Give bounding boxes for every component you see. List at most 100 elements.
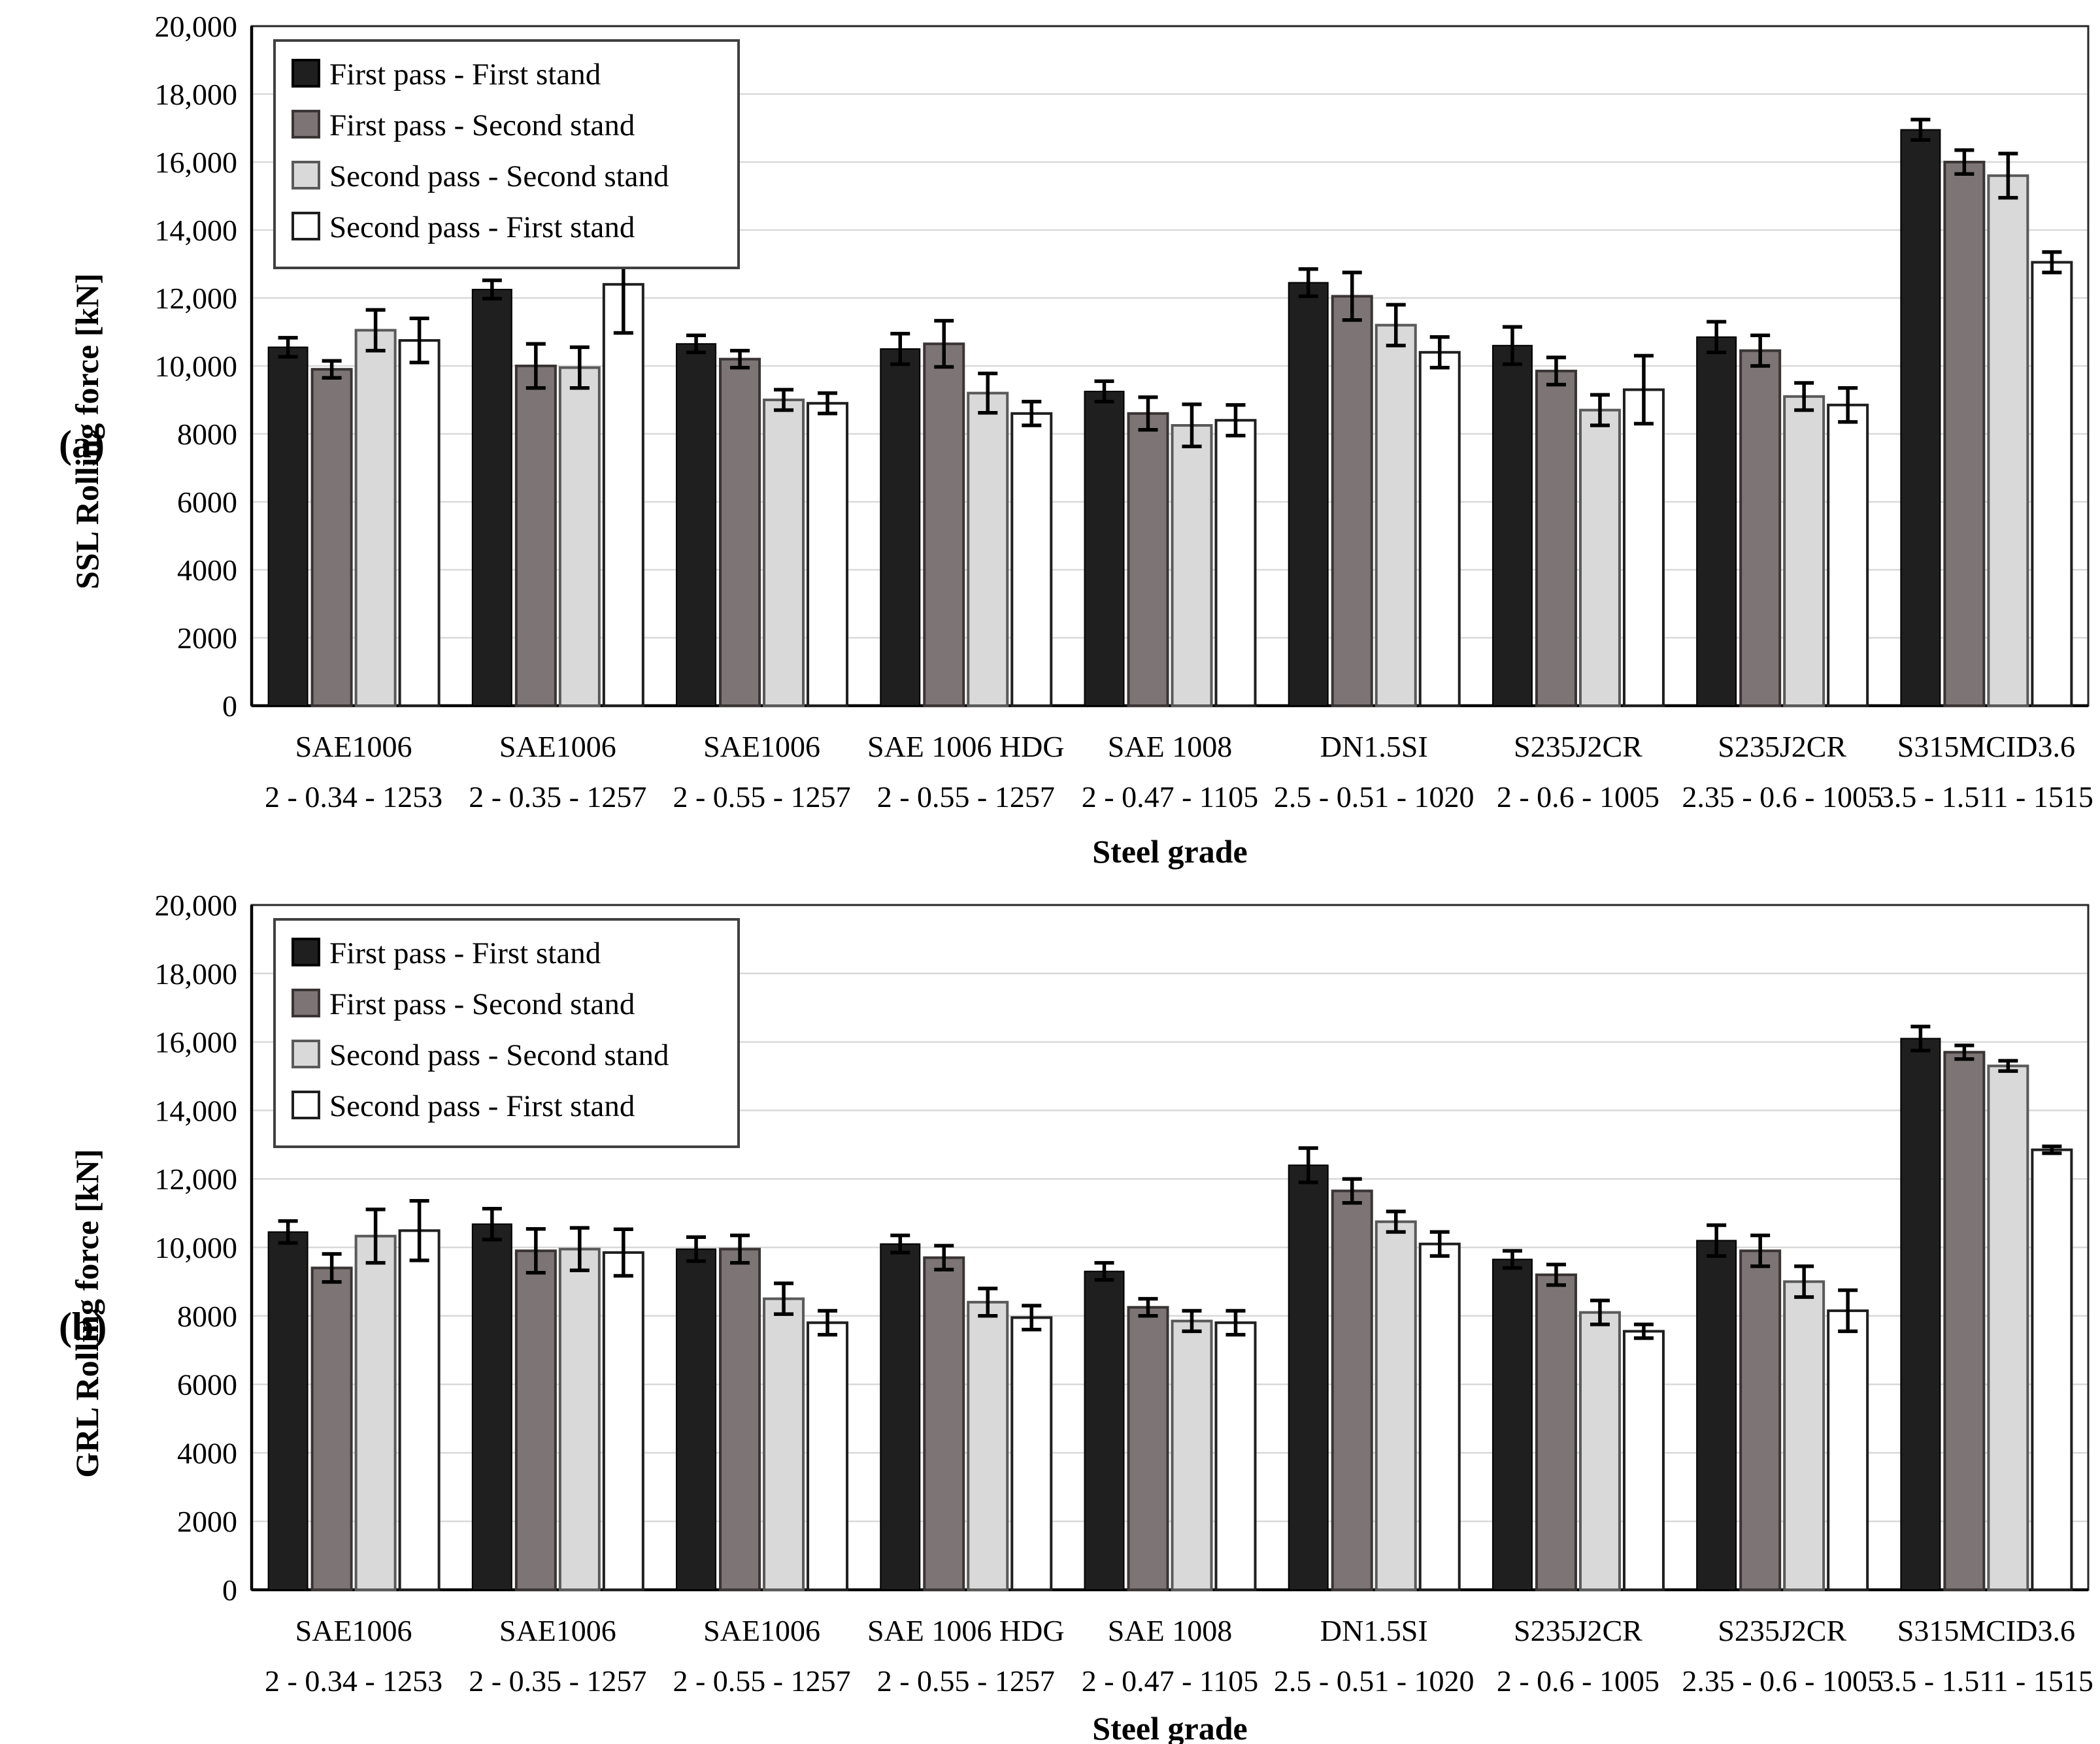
bar-series-2 [923,1256,965,1591]
category-label-line2: 2 - 0.34 - 1253 [265,1664,442,1698]
category-label-line2: 2 - 0.34 - 1253 [265,780,442,814]
category-label-line1: S315MCID3.6 [1897,1614,2075,1647]
category-label-line1: SAE1006 [703,1614,820,1647]
bar-series-3 [558,1247,601,1591]
y-tick-label: 4000 [177,1436,237,1470]
y-tick-label: 14,000 [155,1094,238,1127]
legend-swatch-3 [292,1040,320,1068]
bar-series-4 [398,339,441,707]
panel-b-y-axis-title: GRL Rolling force [kN] [69,1149,105,1477]
category-label-line2: 2.35 - 0.6 - 1005 [1682,780,1882,814]
y-tick-label: 10,000 [155,1231,238,1264]
category-label-line2: 2 - 0.55 - 1257 [877,1664,1055,1698]
bar-series-1 [676,1248,717,1590]
category-label-line2: 2 - 0.47 - 1105 [1082,1664,1258,1698]
legend-label-1: First pass - First stand [329,936,601,970]
bar-series-4 [602,1251,644,1591]
legend-label-4: Second pass - First stand [329,1089,635,1123]
category-label-line2: 2 - 0.35 - 1257 [469,780,646,814]
bar-series-3 [1171,1319,1213,1592]
bar-series-4 [1418,1242,1461,1591]
category-label-line1: S235J2CR [1718,1614,1846,1647]
category-label-line1: SAE1006 [295,1614,412,1647]
category-label-line2: 2 - 0.55 - 1257 [877,780,1055,814]
y-tick-label: 18,000 [155,78,238,111]
y-tick-label: 4000 [177,553,237,587]
bar-series-4 [1010,412,1053,707]
bar-series-4 [807,402,849,707]
chart-panel-a: 0 2000 4000 6000 8000 10,000 12,000 14,000 16,00… [155,10,2093,814]
bar-series-1 [471,289,512,706]
legend-swatch-1 [292,938,320,966]
y-tick-label: 14,000 [155,214,238,247]
bar-series-4 [1827,1309,1869,1591]
bar-series-3 [967,1300,1009,1591]
y-tick-label: 16,000 [155,1026,238,1059]
y-tick-label: 8000 [177,1300,237,1333]
category-label-line1: SAE 1006 HDG [867,1614,1065,1647]
legend-box [273,918,740,1148]
legend-swatch-4 [292,1091,320,1119]
category-label-line1: SAE 1008 [1108,1614,1232,1647]
bar-series-2 [1739,349,1782,707]
legend-label-3: Second pass - Second stand [329,159,669,193]
bar-series-3 [1783,1280,1825,1592]
legend-label-2: First pass - Second stand [329,108,635,142]
category-label-line1: SAE1006 [703,730,820,763]
category-label-line2: 2 - 0.55 - 1257 [673,1664,850,1698]
bar-series-1 [676,343,717,706]
bar-series-4 [2031,1148,2073,1592]
bar-series-2 [1535,369,1577,707]
legend-label-3: Second pass - Second stand [329,1038,669,1072]
panel-b-letter: (b) [59,1305,107,1348]
bar-series-4 [1622,388,1665,708]
legend-swatch-2 [292,989,320,1017]
y-tick-label: 2000 [177,1505,237,1538]
y-tick-label: 0 [222,689,237,723]
bar-series-3 [967,391,1009,707]
bar-series-3 [763,399,805,707]
bar-series-2 [719,357,761,707]
legend-swatch-3 [292,161,320,189]
bar-series-4 [1418,351,1461,707]
legend-swatch-2 [292,110,320,139]
bar-series-1 [1900,1038,1941,1590]
category-label-line2: 2 - 0.47 - 1105 [1082,780,1258,814]
y-tick-label: 6000 [177,485,237,519]
bar-series-4 [1214,1321,1257,1592]
bar-series-2 [1127,1306,1169,1591]
panel-a-y-axis-title: SSL Rolling force [kN] [69,273,105,589]
bar-series-2 [514,365,557,707]
y-tick-label: 18,000 [155,957,238,991]
bar-series-1 [1288,282,1329,707]
bar-series-1 [1696,1240,1737,1590]
bar-series-1 [1492,1259,1533,1590]
panel-a-letter: (a) [59,423,105,466]
bar-series-3 [1987,174,2029,707]
category-label-line2: 3.5 - 1.511 - 1515 [1879,780,2093,814]
panel-b-x-axis-title: Steel grade [1092,1710,1247,1744]
chart-panel-b: 0 2000 4000 6000 8000 10,000 12,000 14,000 16,00… [155,889,2093,1698]
bar-series-4 [1010,1316,1053,1592]
bar-series-3 [1578,1311,1621,1592]
y-tick-label: 20,000 [155,889,238,922]
bar-series-4 [1622,1330,1665,1591]
bar-series-2 [1943,1051,1986,1591]
bar-series-3 [354,329,397,707]
bar-series-2 [1943,161,1986,707]
y-tick-label: 2000 [177,621,237,655]
bar-series-1 [880,1243,921,1590]
bar-series-1 [471,1223,512,1591]
bar-series-1 [880,348,921,706]
category-label-line1: S235J2CR [1514,730,1642,763]
bar-series-4 [398,1229,441,1591]
category-label-line2: 2 - 0.6 - 1005 [1497,1664,1659,1698]
bar-series-2 [1127,412,1169,707]
bar-series-2 [514,1249,557,1591]
bar-series-3 [1783,395,1825,707]
bar-series-1 [267,1231,308,1591]
category-label-line2: 2 - 0.55 - 1257 [673,780,850,814]
category-label-line1: S235J2CR [1514,1614,1642,1647]
